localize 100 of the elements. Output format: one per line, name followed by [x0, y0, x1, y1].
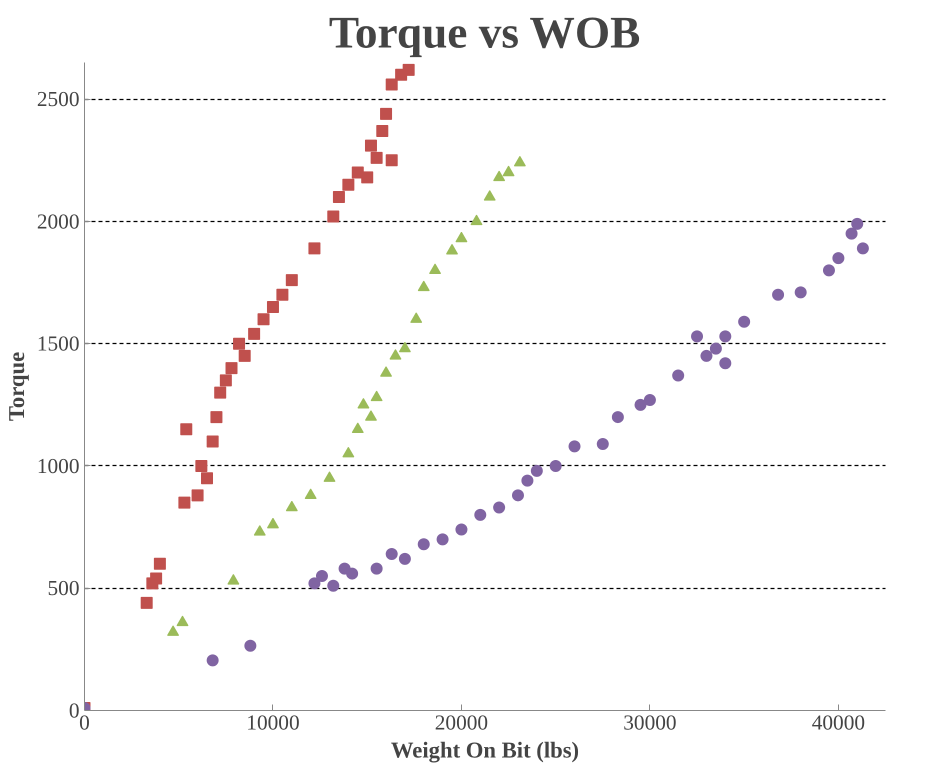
point [719, 357, 732, 370]
point [364, 140, 377, 152]
point [206, 436, 219, 448]
point [380, 366, 392, 377]
y-tick-label: 1000 [36, 454, 80, 478]
point [167, 625, 180, 636]
point [370, 152, 383, 164]
point [286, 500, 298, 512]
point [342, 178, 354, 191]
point [266, 518, 279, 528]
point [376, 124, 388, 137]
point [154, 558, 166, 570]
point [178, 496, 190, 509]
point [308, 577, 320, 590]
point [772, 288, 784, 301]
point [418, 538, 430, 550]
point [380, 108, 392, 120]
point [612, 411, 624, 424]
point [327, 580, 340, 592]
point [332, 190, 345, 203]
point [324, 471, 336, 482]
point [429, 264, 442, 274]
point [398, 552, 411, 565]
point [227, 574, 240, 585]
point [389, 349, 402, 360]
point [672, 370, 684, 382]
point [794, 286, 807, 298]
point [410, 312, 422, 323]
y-tick-label: 500 [48, 576, 80, 600]
point [550, 460, 562, 472]
point [386, 548, 398, 560]
point [342, 446, 354, 458]
point [195, 460, 208, 472]
x-axis-title: Weight On Bit (lbs) [390, 738, 580, 762]
point [398, 342, 411, 352]
point [357, 398, 370, 409]
point [370, 562, 383, 575]
x-tick-label: 10000 [246, 710, 300, 734]
point [248, 328, 260, 340]
point [418, 280, 430, 292]
point [436, 533, 449, 546]
point [140, 596, 153, 609]
point [568, 440, 581, 452]
point [470, 214, 483, 226]
point [493, 502, 506, 514]
point [719, 330, 732, 342]
point [266, 301, 279, 314]
point [691, 330, 704, 342]
y-tick-label: 1500 [36, 332, 80, 356]
point [856, 242, 869, 254]
point [176, 616, 189, 626]
point [346, 568, 358, 580]
point [502, 166, 515, 176]
chart-title: Torque vs WOB [328, 8, 640, 58]
point [286, 274, 298, 286]
point [361, 171, 374, 184]
point [370, 390, 383, 402]
y-tick-label: 2500 [36, 87, 80, 112]
point [402, 64, 415, 76]
point [455, 524, 468, 536]
point [474, 508, 486, 521]
point [455, 232, 468, 242]
point [521, 474, 534, 487]
point [233, 338, 246, 350]
point [386, 78, 398, 91]
point [710, 342, 722, 355]
point [180, 423, 192, 436]
x-tick-label: 30000 [623, 710, 677, 734]
point [514, 156, 526, 166]
point [832, 252, 844, 264]
point [327, 210, 340, 223]
point [226, 362, 238, 374]
point [220, 374, 232, 386]
point [150, 572, 162, 584]
point [530, 464, 543, 477]
point [700, 350, 712, 362]
point [822, 264, 835, 276]
point [238, 350, 251, 362]
point [446, 244, 458, 254]
point [304, 488, 317, 499]
x-tick-label: 20000 [434, 710, 488, 734]
point [634, 398, 646, 411]
point [596, 438, 609, 450]
point [276, 288, 288, 301]
point [258, 313, 270, 326]
point [386, 154, 398, 166]
point [352, 422, 364, 433]
point [210, 411, 222, 424]
point [192, 489, 204, 502]
point [308, 242, 320, 254]
x-tick-label: 40000 [812, 710, 866, 734]
point [851, 218, 864, 230]
point [214, 386, 226, 399]
point [254, 525, 266, 536]
point [493, 170, 506, 182]
point [846, 228, 858, 240]
y-axis-title: Torque [4, 352, 29, 422]
point [738, 316, 750, 328]
point [364, 410, 377, 421]
point [206, 654, 219, 666]
